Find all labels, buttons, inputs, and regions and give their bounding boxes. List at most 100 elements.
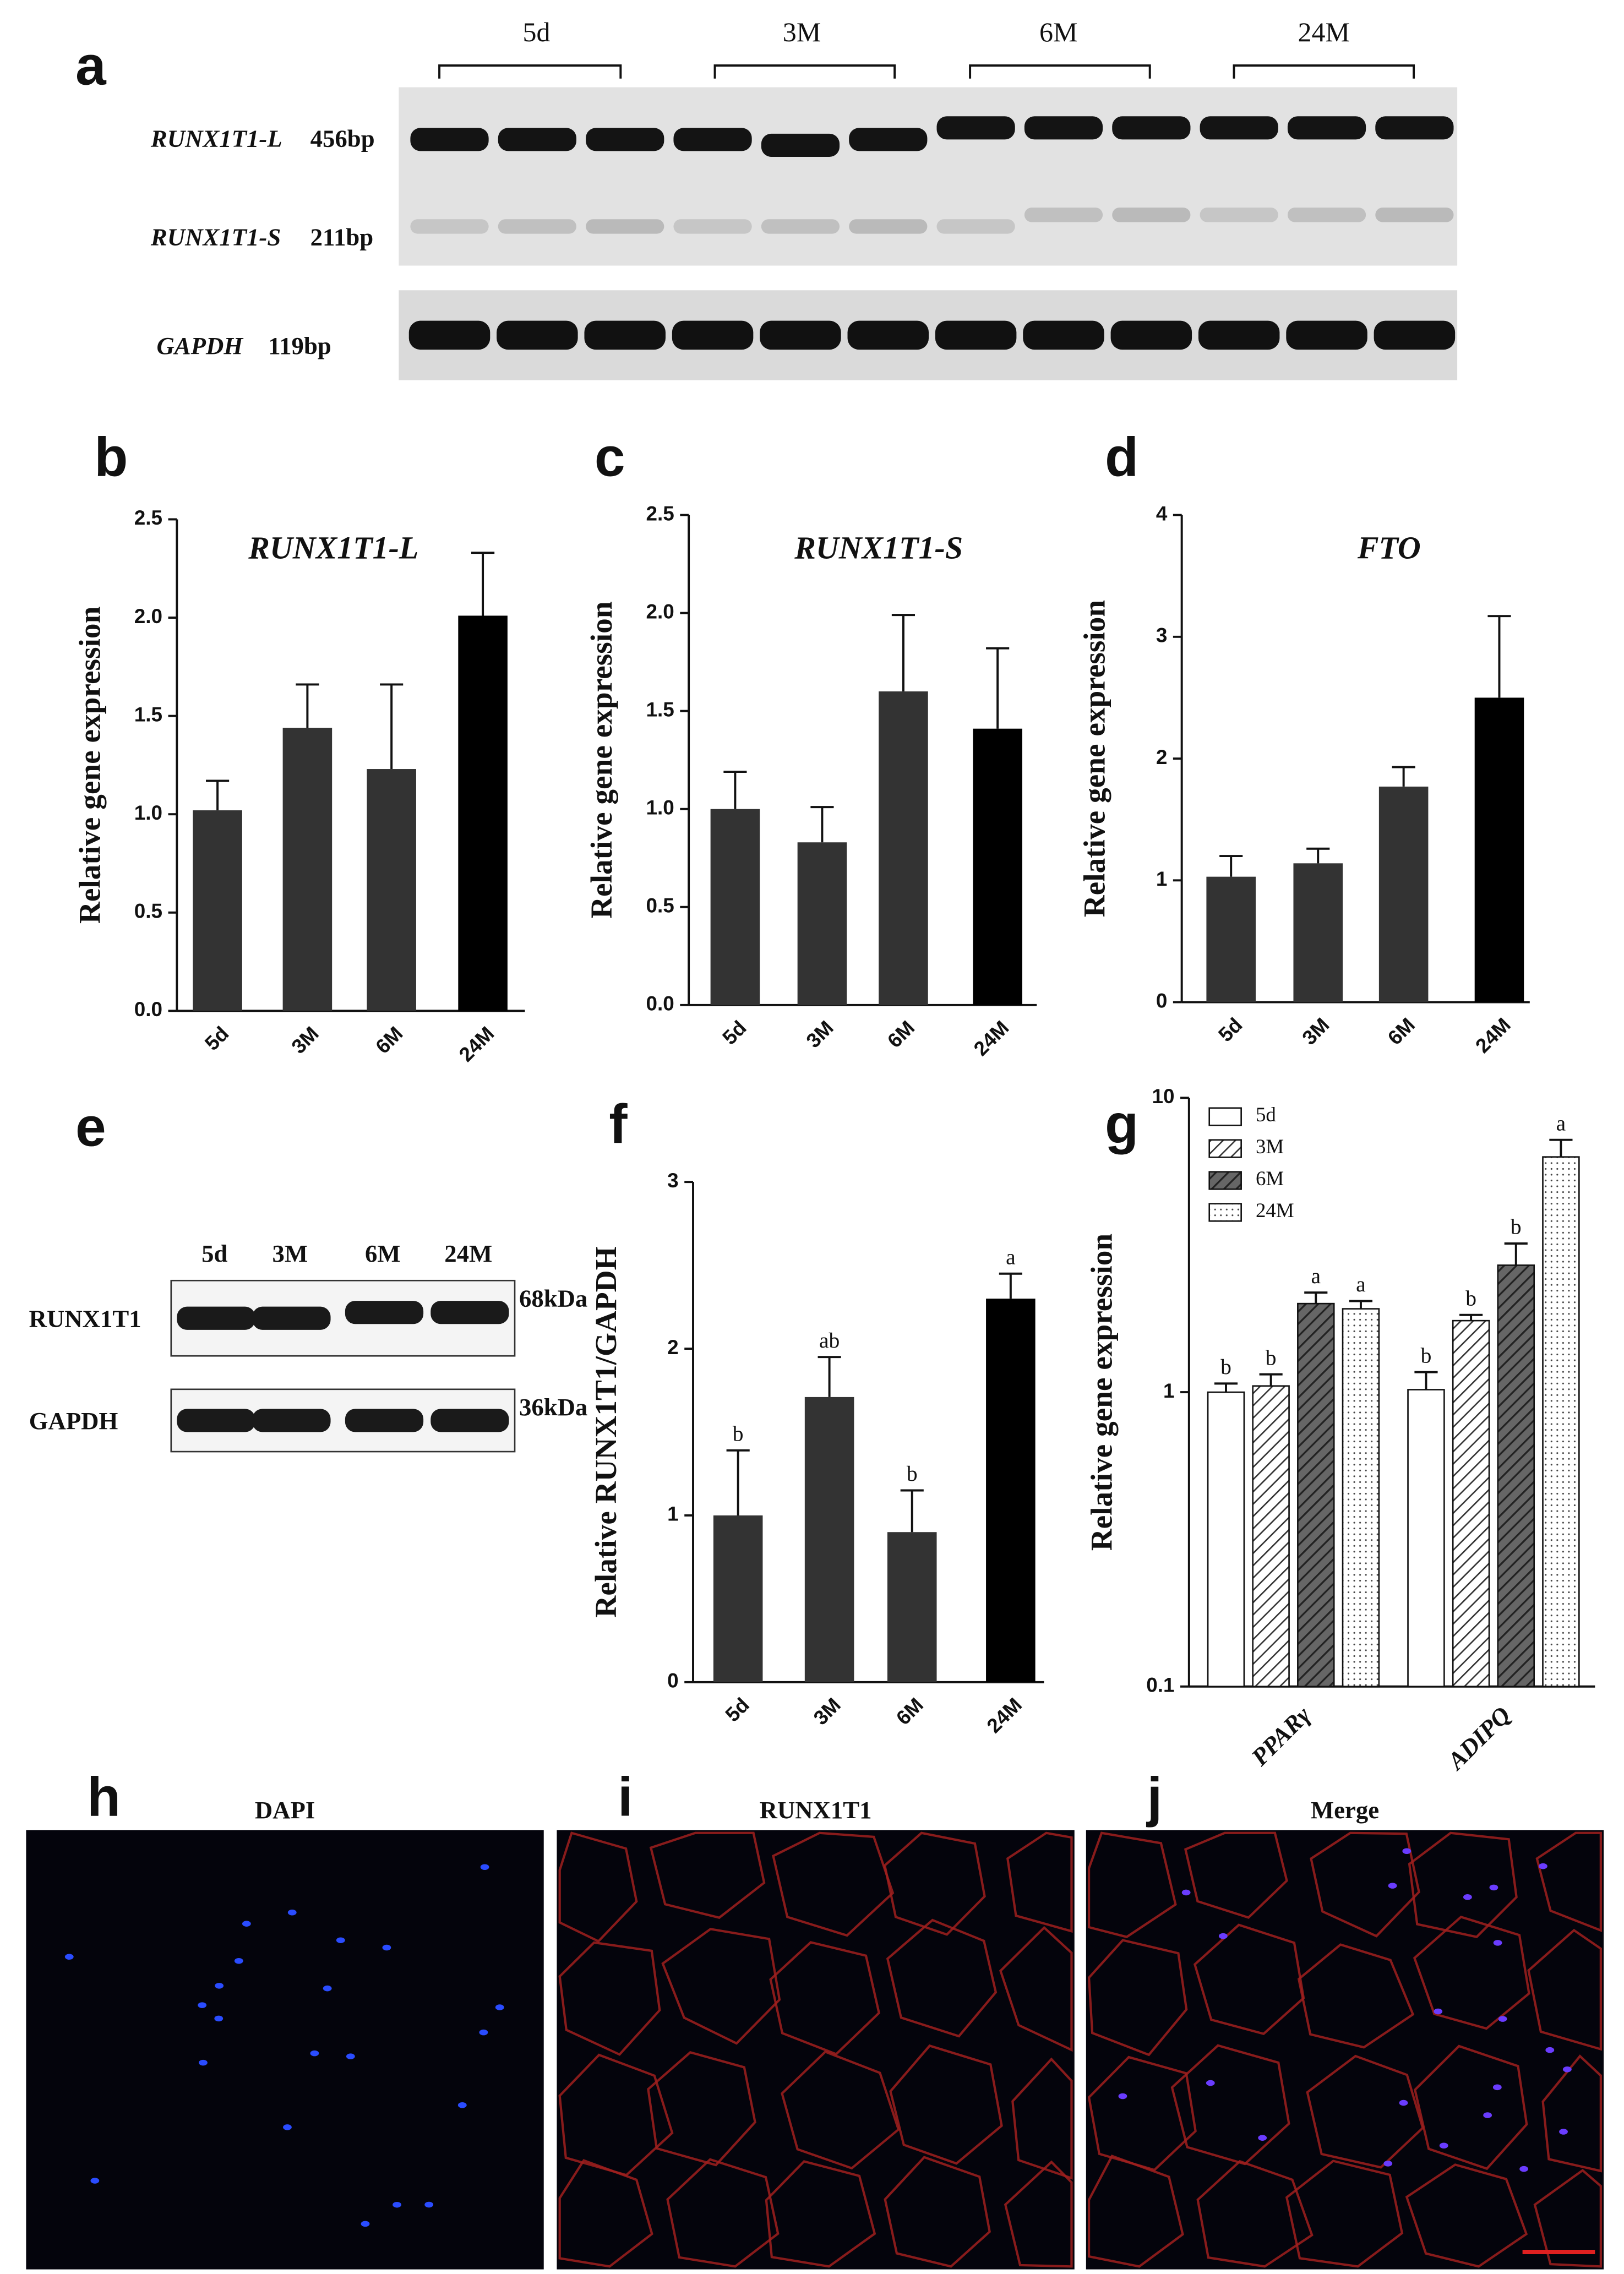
nucleus xyxy=(1463,1894,1472,1900)
legend-swatch xyxy=(1208,1107,1242,1126)
nucleus xyxy=(1483,2112,1492,2118)
panel-letter: a xyxy=(75,35,107,96)
y-axis-label: Relative gene expression xyxy=(585,601,618,918)
cell-membrane xyxy=(1285,2160,1404,2268)
cell-membrane xyxy=(1297,1943,1415,2049)
band xyxy=(410,128,489,151)
band xyxy=(586,219,664,234)
y-tick-label: 2 xyxy=(667,1336,679,1359)
cell-membrane xyxy=(558,1941,661,2056)
nucleus xyxy=(1218,1933,1228,1939)
group-label: 24M xyxy=(1298,17,1350,47)
blot-band xyxy=(177,1409,255,1432)
band xyxy=(498,128,576,151)
y-tick-label: 2.0 xyxy=(646,600,674,623)
gene-label: RUNX1T1-L xyxy=(150,124,282,152)
cell-membrane xyxy=(1004,2160,1073,2268)
panel-letter: b xyxy=(94,427,128,488)
y-tick-label: 1 xyxy=(1163,1379,1175,1402)
error-bar xyxy=(723,771,747,809)
y-axis-label: Relative gene expression xyxy=(1085,1234,1119,1551)
cell-membrane xyxy=(558,2159,653,2268)
y-tick-label: 2.5 xyxy=(134,506,162,529)
nucleus xyxy=(1493,1940,1502,1946)
band xyxy=(936,116,1015,140)
x-tick-label: 24M xyxy=(982,1693,1026,1737)
error-bar xyxy=(1306,847,1330,864)
cell-membrane xyxy=(666,2158,780,2268)
bar xyxy=(973,728,1022,1005)
bar xyxy=(804,1397,854,1682)
bar xyxy=(1252,1385,1290,1688)
y-tick-label: 3 xyxy=(1156,624,1168,647)
blot-band xyxy=(430,1409,509,1432)
y-tick-label: 0 xyxy=(1156,989,1168,1012)
bar xyxy=(458,615,508,1011)
y-tick-label: 1.5 xyxy=(134,703,162,726)
cell-membrane xyxy=(1193,1923,1305,2036)
y-tick-label: 2 xyxy=(1156,746,1168,768)
band xyxy=(849,128,928,151)
nucleus xyxy=(1399,2100,1408,2106)
bar xyxy=(1293,863,1343,1002)
y-tick-label: 1 xyxy=(1156,868,1168,890)
bracket xyxy=(1233,64,1415,79)
bar xyxy=(797,842,847,1005)
significance-letter: b xyxy=(1511,1215,1522,1239)
cell-membrane xyxy=(649,1831,766,1919)
panel-letter: d xyxy=(1105,427,1138,488)
nucleus xyxy=(382,1944,391,1951)
nucleus xyxy=(1519,2166,1529,2172)
band xyxy=(586,128,664,151)
bar xyxy=(1542,1156,1580,1688)
cell-membrane xyxy=(1184,1831,1288,1919)
kda-label: 36kDa xyxy=(519,1393,587,1421)
nucleus xyxy=(1562,2066,1572,2073)
y-tick-label: 4 xyxy=(1156,502,1168,525)
nucleus xyxy=(1434,2008,1443,2015)
cell-membrane xyxy=(999,1926,1073,2052)
size-label: 211bp xyxy=(310,223,373,250)
kda-label: 68kDa xyxy=(519,1284,587,1312)
legend-label: 6M xyxy=(1256,1167,1284,1190)
lane-label: 3M xyxy=(272,1240,308,1267)
significance-letter: ab xyxy=(819,1328,840,1353)
y-tick-label: 1 xyxy=(667,1503,679,1525)
bar xyxy=(367,769,416,1011)
band xyxy=(1112,208,1191,222)
error-bar xyxy=(296,683,319,728)
x-tick-label: 6M xyxy=(1383,1013,1419,1049)
band xyxy=(673,128,752,151)
chart-title: RUNX1T1-S xyxy=(794,530,963,566)
band xyxy=(1024,208,1103,222)
cell-membrane xyxy=(884,2156,991,2268)
legend-label: 5d xyxy=(1256,1103,1276,1126)
bar xyxy=(1474,697,1524,1002)
band xyxy=(1024,116,1103,140)
x-tick-label: 3M xyxy=(287,1022,323,1058)
nucleus xyxy=(199,2059,208,2066)
significance-letter: b xyxy=(1465,1286,1476,1310)
band xyxy=(935,320,1017,350)
band xyxy=(1375,208,1454,222)
cell-membrane xyxy=(886,1918,998,2038)
y-tick-label: 0.0 xyxy=(646,993,674,1015)
y-axis-label: Relative gene expression xyxy=(73,607,106,924)
bar xyxy=(1452,1319,1490,1688)
y-tick-label: 0.5 xyxy=(134,900,162,923)
image-title: RUNX1T1 xyxy=(760,1796,872,1824)
bar xyxy=(887,1532,937,1682)
nucleus xyxy=(457,2102,467,2108)
band xyxy=(760,320,841,350)
chart-title: RUNX1T1-L xyxy=(248,530,418,566)
error-bar xyxy=(1219,855,1243,877)
y-axis-label: Relative RUNX1T1/GAPDH xyxy=(589,1246,623,1617)
cell-membrane xyxy=(1413,2044,1528,2171)
cell-membrane xyxy=(558,1831,638,1943)
bar xyxy=(1407,1389,1445,1688)
x-tick-label: 5d xyxy=(200,1022,233,1055)
legend-swatch xyxy=(1208,1139,1242,1158)
cell-membrane xyxy=(1087,2155,1184,2268)
legend-swatch xyxy=(1208,1203,1242,1222)
